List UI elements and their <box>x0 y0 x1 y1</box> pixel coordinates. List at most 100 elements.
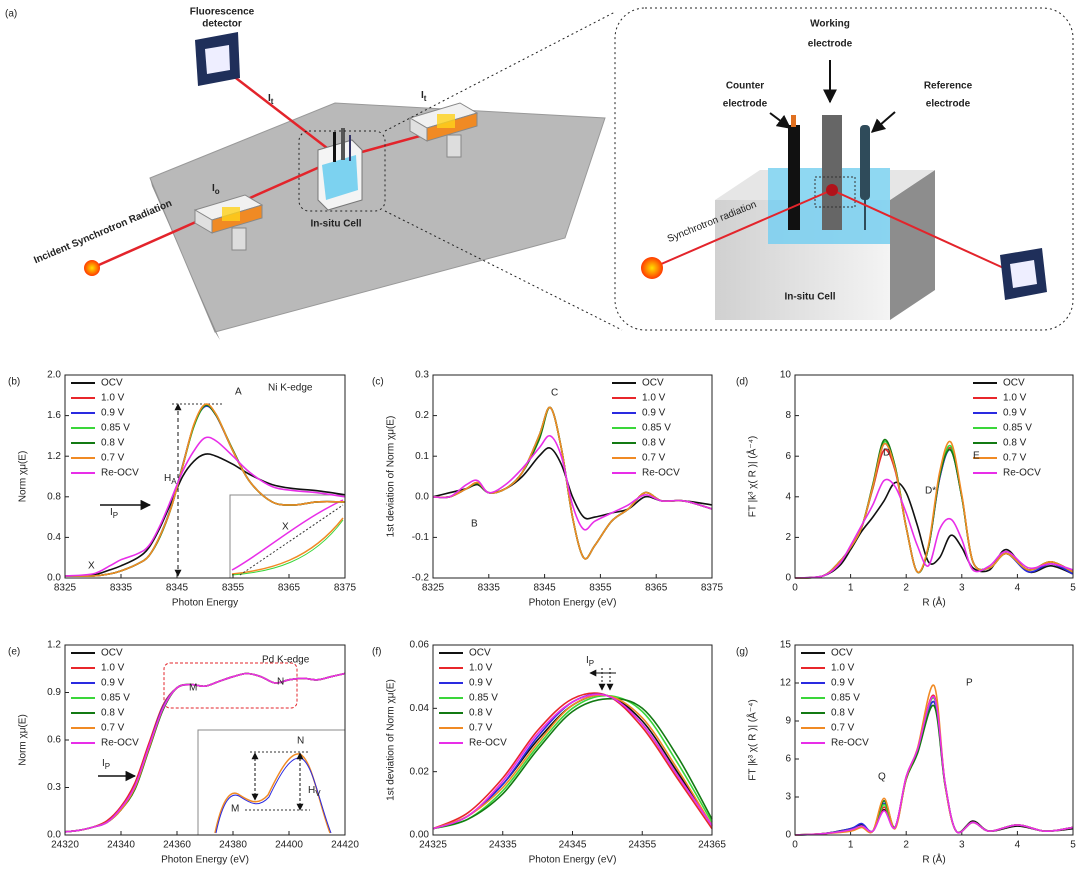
x-tick-label: 8345 <box>533 583 556 594</box>
label: It <box>421 90 427 103</box>
legend-label: OCV <box>642 378 664 389</box>
zoom-line <box>384 11 616 132</box>
legend-label: 0.9 V <box>1003 408 1027 419</box>
annotation: N <box>277 677 284 688</box>
arrow <box>769 112 792 129</box>
detector-window <box>1010 260 1037 288</box>
label: Counter <box>726 81 764 92</box>
inset-frame <box>197 729 346 836</box>
x-tick-label: 8325 <box>54 583 77 594</box>
legend-label: 1.0 V <box>831 663 855 674</box>
panel-label: (d) <box>736 377 748 388</box>
annotation-sub: A <box>171 477 177 486</box>
y-tick-label: 0.3 <box>415 370 429 381</box>
zoom-line <box>384 210 623 331</box>
x-tick-label: 8335 <box>478 583 501 594</box>
legend-label: 0.9 V <box>101 408 125 419</box>
annotation: HA <box>164 473 177 486</box>
x-tick-label: 8325 <box>422 583 445 594</box>
series-line <box>64 436 346 577</box>
x-tick-label: 24335 <box>489 840 517 851</box>
legend-label: 1.0 V <box>642 393 666 404</box>
series-line <box>432 692 713 830</box>
x-tick-label: 0 <box>792 583 798 594</box>
annotation: X <box>88 561 95 572</box>
label: Reference <box>924 81 973 92</box>
legend-label: OCV <box>469 648 491 659</box>
inset-annotation: X <box>282 522 289 533</box>
cell-icon <box>317 128 363 211</box>
y-tick-label: 0 <box>785 830 791 841</box>
series-line <box>794 478 1074 579</box>
y-tick-label: 3 <box>785 792 791 803</box>
series-line <box>432 697 713 830</box>
label-sub: o <box>215 187 220 196</box>
annotation: E <box>973 451 980 462</box>
legend-label: Re-OCV <box>831 738 869 749</box>
y-tick-label: -0.1 <box>412 532 430 543</box>
series-line <box>794 701 1074 836</box>
legend-label: 1.0 V <box>469 663 493 674</box>
label: It <box>268 93 274 106</box>
plot-frame <box>794 374 1074 579</box>
legend-label: 0.8 V <box>1003 438 1027 449</box>
annotation: M <box>189 683 197 694</box>
x-tick-label: 8335 <box>110 583 133 594</box>
x-axis-label: R (Å) <box>922 596 945 609</box>
inset-curve <box>215 757 332 834</box>
x-tick-label: 24380 <box>219 840 247 851</box>
x-tick-label: 24325 <box>419 840 447 851</box>
x-axis-label: Photon Energy (eV) <box>529 598 617 609</box>
source <box>84 260 100 276</box>
cell-side <box>890 170 935 320</box>
detector-window <box>205 45 230 74</box>
annotation-main: I <box>110 507 113 518</box>
x-tick-label: 8365 <box>645 583 668 594</box>
legend-label: 0.85 V <box>101 693 130 704</box>
annotation: D* <box>925 486 936 497</box>
inset-curve <box>231 519 344 576</box>
series-line <box>432 693 713 830</box>
y-tick-label: 6 <box>785 754 791 765</box>
legend-label: 0.7 V <box>831 723 855 734</box>
legend-label: 0.85 V <box>469 693 498 704</box>
beam <box>651 189 833 269</box>
x-tick-label: 8375 <box>334 583 357 594</box>
legend-label: 0.85 V <box>642 423 671 434</box>
x-tick-label: 8355 <box>222 583 245 594</box>
y-axis-label: FT |k³ χ( R )| (Å⁻⁴) <box>746 699 759 781</box>
x-tick-label: 4 <box>1015 583 1021 594</box>
annotation: Q <box>878 772 886 783</box>
legend-label: 1.0 V <box>101 663 125 674</box>
x-tick-label: 0 <box>792 840 798 851</box>
panel-label: (b) <box>8 377 20 388</box>
x-tick-label: 8355 <box>589 583 612 594</box>
panel-label: (e) <box>8 647 20 658</box>
y-tick-label: 10 <box>780 370 792 381</box>
inset-guide <box>239 504 344 576</box>
x-tick-label: 24360 <box>163 840 191 851</box>
x-tick-label: 24365 <box>698 840 726 851</box>
legend-label: 0.8 V <box>831 708 855 719</box>
legend-label: 0.7 V <box>1003 453 1027 464</box>
label: electrode <box>926 99 971 110</box>
label: Incident Synchrotron Radiation <box>32 198 173 266</box>
legend-label: 1.0 V <box>1003 393 1027 404</box>
x-tick-label: 5 <box>1070 840 1076 851</box>
series-line <box>64 453 346 577</box>
y-tick-label: 0.02 <box>410 766 430 777</box>
y-tick-label: 0.4 <box>47 532 61 543</box>
ion-chamber <box>408 102 479 158</box>
y-tick-label: 0.04 <box>410 703 430 714</box>
label: In-situ Cell <box>784 292 835 303</box>
x-tick-label: 2 <box>903 840 909 851</box>
y-tick-label: 0.2 <box>415 410 429 421</box>
cell-zoom <box>614 7 1074 331</box>
x-tick-label: 24420 <box>331 840 359 851</box>
plot-frame <box>64 374 346 579</box>
x-tick-label: 2 <box>903 583 909 594</box>
legend-label: 0.7 V <box>642 453 666 464</box>
y-tick-label: 0.0 <box>47 830 61 841</box>
plot-frame <box>794 644 1074 836</box>
annotation: C <box>551 388 558 399</box>
